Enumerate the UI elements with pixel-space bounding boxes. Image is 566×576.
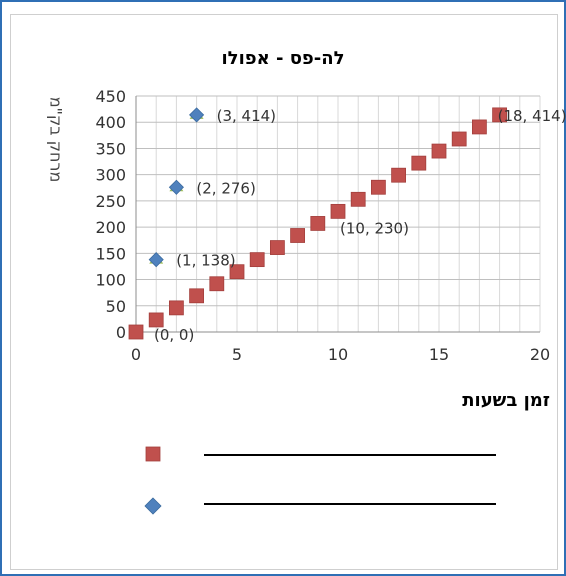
y-tick-label: 250 xyxy=(95,192,126,211)
data-point-square xyxy=(168,300,184,316)
y-tick-label: 400 xyxy=(95,113,126,132)
y-tick-label: 0 xyxy=(116,323,126,342)
data-label: (1, 138) xyxy=(176,252,235,270)
legend-marker-diamond xyxy=(144,497,162,515)
data-point-square xyxy=(290,228,306,243)
data-label: (3, 414) xyxy=(217,107,276,125)
legend-marker-square xyxy=(145,446,161,462)
data-point-diamond xyxy=(148,252,164,268)
chart-area-border xyxy=(10,14,558,570)
data-point-square xyxy=(471,119,487,135)
data-point-square xyxy=(249,252,265,268)
legend-line-1 xyxy=(204,454,496,456)
data-label: (10, 230) xyxy=(340,219,409,237)
data-point-diamond xyxy=(189,107,205,123)
x-tick-label: 15 xyxy=(429,345,449,364)
data-point-square xyxy=(229,264,245,280)
y-tick-label: 350 xyxy=(95,139,126,158)
legend-line-2 xyxy=(204,503,496,505)
data-point-square xyxy=(370,179,386,195)
data-point-square xyxy=(128,324,144,340)
data-point-square xyxy=(189,288,205,304)
y-tick-label: 150 xyxy=(95,244,126,263)
y-tick-label: 100 xyxy=(95,271,126,290)
data-point-square xyxy=(411,155,427,171)
y-tick-label: 200 xyxy=(95,218,126,237)
data-point-square xyxy=(451,131,467,147)
data-point-square xyxy=(148,312,164,328)
data-point-square xyxy=(209,276,225,292)
chart-title: לה-פס - אפולו xyxy=(221,48,345,69)
x-tick-label: 10 xyxy=(328,345,348,364)
data-label: (18, 414) xyxy=(498,107,566,125)
data-point-square xyxy=(391,167,407,183)
y-tick-label: 450 xyxy=(95,87,126,106)
data-point-square xyxy=(330,203,346,219)
data-point-square xyxy=(310,216,326,231)
x-axis-label: זמן בשעות xyxy=(462,390,550,411)
y-tick-label: 50 xyxy=(106,297,126,316)
data-point-square xyxy=(269,240,285,255)
x-tick-label: 0 xyxy=(131,345,141,364)
data-point-square xyxy=(492,107,508,123)
data-point-square xyxy=(350,191,366,207)
data-label: (0, 0) xyxy=(154,326,194,344)
data-label: (2, 276) xyxy=(196,179,255,197)
data-point-diamond xyxy=(168,179,184,195)
data-point-square xyxy=(431,143,447,159)
x-tick-label: 5 xyxy=(232,345,242,364)
x-tick-label: 20 xyxy=(530,345,550,364)
y-tick-label: 300 xyxy=(95,166,126,185)
